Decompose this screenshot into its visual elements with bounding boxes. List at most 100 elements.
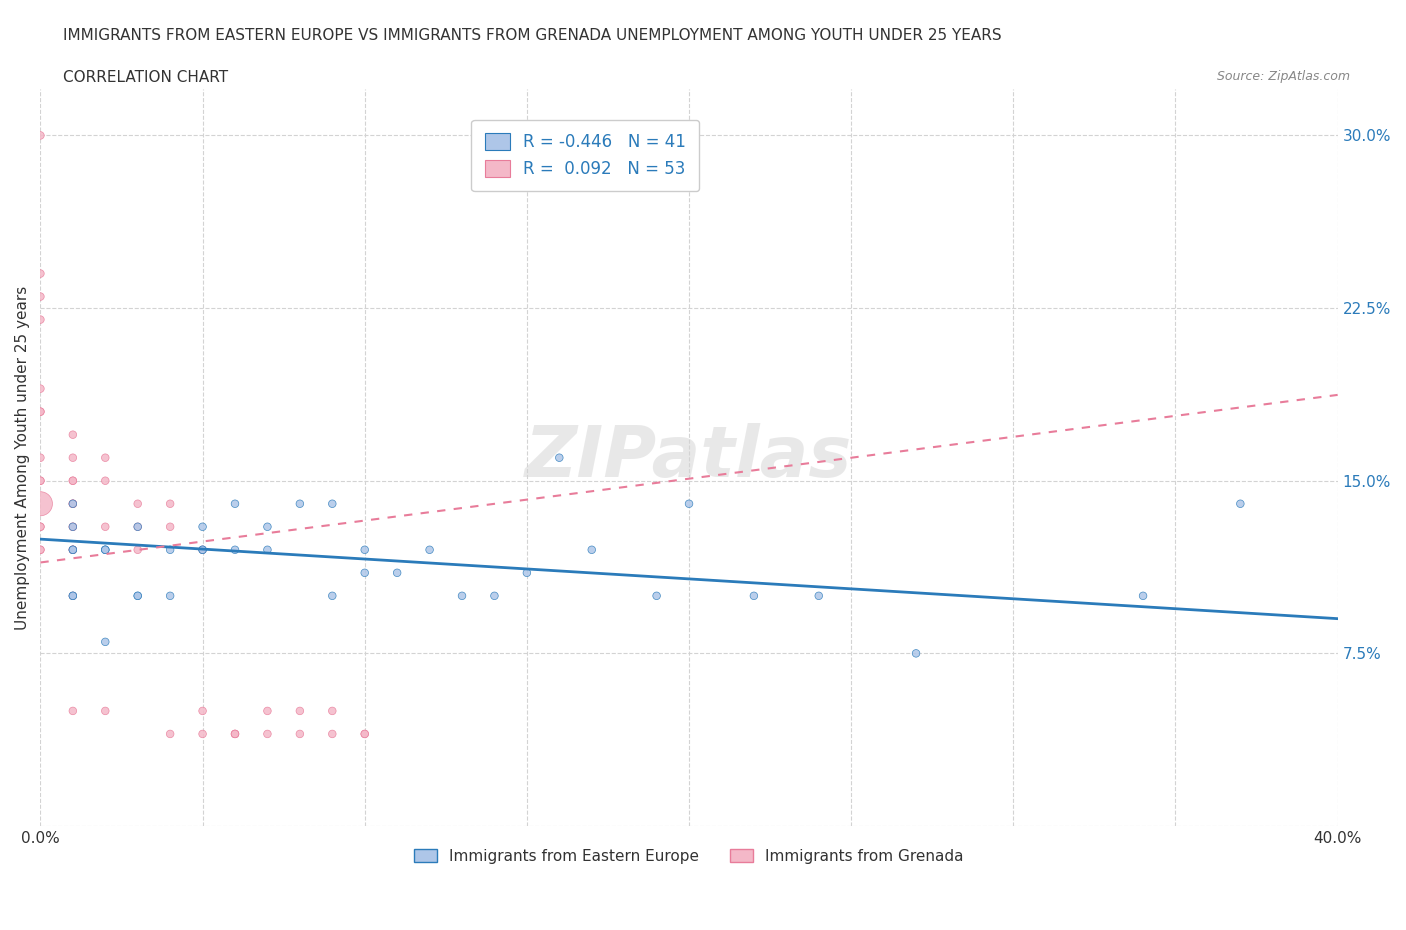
Point [30,473,52,488]
Point [353,726,375,741]
Point [224,726,246,741]
Point [353,542,375,557]
Point [645,589,668,604]
Point [62,519,84,534]
Point [742,589,765,604]
Point [94,703,117,718]
Point [256,703,278,718]
Point [62,542,84,557]
Point [94,542,117,557]
Point [30,450,52,465]
Point [191,542,214,557]
Point [224,726,246,741]
Point [30,289,52,304]
Point [256,726,278,741]
Point [905,646,928,661]
Point [127,589,149,604]
Point [224,726,246,741]
Point [94,450,117,465]
Point [62,473,84,488]
Point [581,542,603,557]
Point [224,542,246,557]
Point [1132,589,1154,604]
Point [30,405,52,419]
Point [419,542,441,557]
Point [191,703,214,718]
Point [256,519,278,534]
Text: CORRELATION CHART: CORRELATION CHART [63,70,228,85]
Point [30,519,52,534]
Point [191,542,214,557]
Point [30,266,52,281]
Point [62,519,84,534]
Point [1229,497,1251,512]
Point [62,542,84,557]
Point [62,473,84,488]
Point [62,450,84,465]
Point [94,519,117,534]
Point [30,381,52,396]
Point [127,542,149,557]
Point [62,703,84,718]
Point [321,497,343,512]
Text: ZIPatlas: ZIPatlas [526,423,852,492]
Point [94,542,117,557]
Point [62,589,84,604]
Point [30,128,52,143]
Point [484,589,506,604]
Point [321,589,343,604]
Point [516,565,538,580]
Point [353,726,375,741]
Point [548,450,571,465]
Y-axis label: Unemployment Among Youth under 25 years: Unemployment Among Youth under 25 years [15,286,30,630]
Point [159,497,181,512]
Legend: Immigrants from Eastern Europe, Immigrants from Grenada: Immigrants from Eastern Europe, Immigran… [408,843,970,870]
Point [127,519,149,534]
Point [62,589,84,604]
Point [62,427,84,442]
Point [288,703,311,718]
Point [159,589,181,604]
Point [159,726,181,741]
Point [191,542,214,557]
Point [30,519,52,534]
Point [127,589,149,604]
Point [30,497,52,512]
Point [94,542,117,557]
Point [451,589,474,604]
Point [62,542,84,557]
Point [191,519,214,534]
Point [30,542,52,557]
Point [62,519,84,534]
Point [62,542,84,557]
Point [224,497,246,512]
Point [30,542,52,557]
Point [62,497,84,512]
Point [62,497,84,512]
Point [30,473,52,488]
Point [191,726,214,741]
Point [94,634,117,649]
Point [62,542,84,557]
Point [256,542,278,557]
Text: Source: ZipAtlas.com: Source: ZipAtlas.com [1216,70,1350,83]
Point [127,497,149,512]
Point [30,312,52,327]
Point [678,497,700,512]
Point [321,726,343,741]
Point [30,405,52,419]
Point [385,565,408,580]
Point [159,542,181,557]
Point [94,473,117,488]
Point [321,703,343,718]
Point [159,519,181,534]
Point [807,589,830,604]
Point [127,519,149,534]
Point [62,589,84,604]
Text: IMMIGRANTS FROM EASTERN EUROPE VS IMMIGRANTS FROM GRENADA UNEMPLOYMENT AMONG YOU: IMMIGRANTS FROM EASTERN EUROPE VS IMMIGR… [63,28,1002,43]
Point [288,726,311,741]
Point [288,497,311,512]
Point [62,497,84,512]
Point [62,497,84,512]
Point [353,565,375,580]
